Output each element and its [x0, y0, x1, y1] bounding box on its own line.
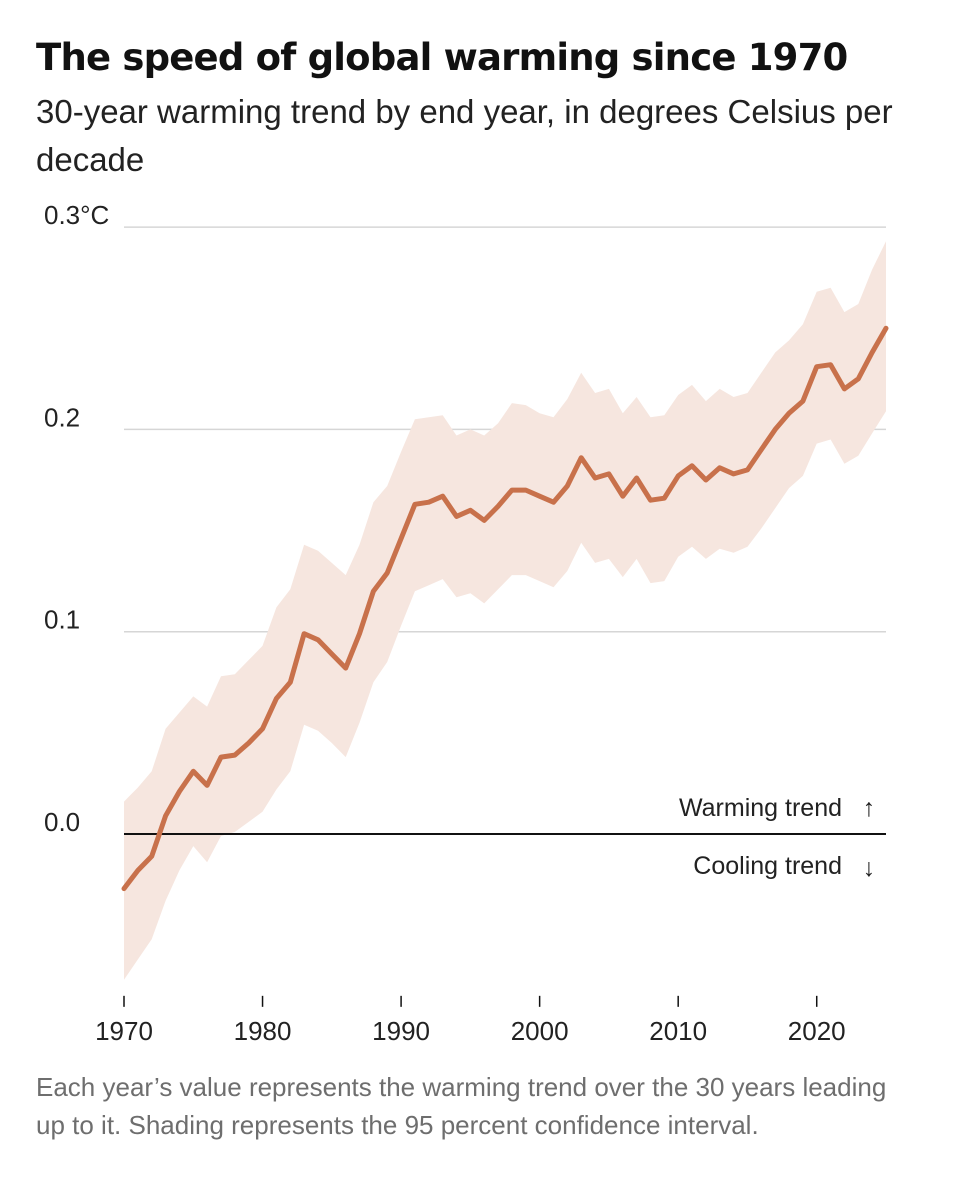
x-tick-label: 2020: [788, 1016, 846, 1046]
y-tick-label: 0.3°C: [44, 200, 109, 230]
confidence-band: [124, 241, 886, 980]
down-arrow-icon: ↓: [863, 854, 876, 882]
x-tick-label: 1970: [95, 1016, 153, 1046]
y-tick-label: 0.2: [44, 402, 80, 432]
x-tick-label: 2010: [649, 1016, 707, 1046]
chart-footnote: Each year’s value represents the warming…: [36, 1072, 887, 1140]
warming-trend-label: Warming trend: [679, 794, 842, 822]
up-arrow-icon: ↑: [863, 794, 876, 822]
y-tick-label: 0.1: [44, 605, 80, 635]
series-line-warming-trend: [121, 325, 889, 892]
chart-title: The speed of global warming since 1970: [36, 36, 848, 79]
warming-trend-chart: Warming trend ↑ Cooling trend ↓ 0.3°C 0.2…: [44, 200, 889, 1046]
chart-subtitle: 30-year warming trend by end year, in de…: [36, 93, 893, 178]
y-tick-label: 0.0: [44, 807, 80, 837]
cooling-trend-label: Cooling trend: [693, 852, 842, 880]
x-tick-label: 2000: [511, 1016, 569, 1046]
x-tick-label: 1980: [234, 1016, 292, 1046]
x-tick-label: 1990: [372, 1016, 430, 1046]
